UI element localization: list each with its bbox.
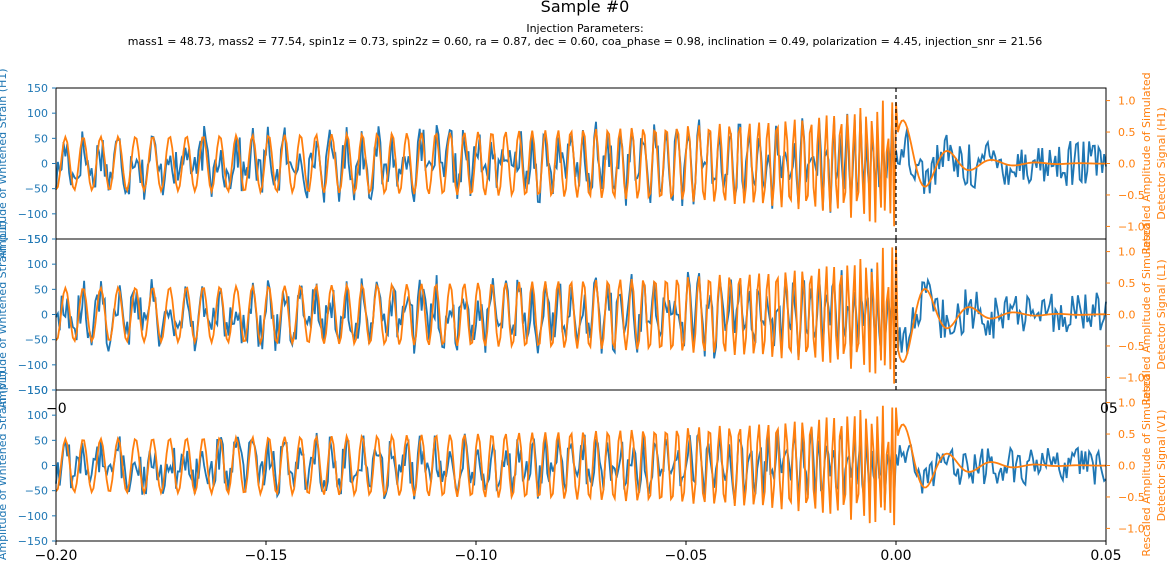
left-tick-label: −150 [18,535,48,548]
left-tick-label: 150 [27,82,48,95]
right-tick-label: −1.0 [1118,220,1145,233]
left-tick-label: −150 [18,233,48,246]
x-tick-label: −0.20 [35,548,78,564]
right-axis-title-line1: Rescaled Amplitude of Simulated [1140,223,1153,405]
left-tick-label: 100 [27,107,48,120]
right-tick-label: 1.0 [1118,95,1136,108]
left-tick-label: −50 [25,485,48,498]
left-tick-label: 0 [41,460,48,473]
left-tick-label: −100 [18,359,48,372]
right-tick-label: 1.0 [1118,397,1136,410]
x-tick-label: −0.05 [665,548,708,564]
right-axis-title-line2: Detector Signal (L1) [1155,259,1168,369]
left-tick-label: 50 [34,434,48,447]
left-axis-title: Amplitude of Whitened Strain (H1) [0,68,9,258]
right-tick-label: 1.0 [1118,246,1136,259]
figure-subtitle-line2: mass1 = 48.73, mass2 = 77.54, spin1z = 0… [128,35,1042,48]
panel-l1: 150 100 50 0 −50 −100 −150 1.0 0.5 0.0 −0.5 −1.0 Amp… [0,221,1168,417]
left-tick-label: 100 [27,409,48,422]
left-axis-title: Amplitude of Whitened Strain (V1) [0,371,9,560]
x-tick-label: 0.05 [1090,548,1121,564]
signal-series-line [55,247,1107,384]
left-tick-label: −100 [18,208,48,221]
signal-series-line [55,405,1107,526]
left-axis-title: Amplitude of Whitened Strain (L1) [0,221,9,409]
left-tick-label: 150 [27,233,48,246]
left-tick-label: 0 [41,158,48,171]
signal-series-line [55,100,1107,227]
right-axis-title-line1: Rescaled Amplitude of Simulated [1140,72,1153,254]
left-tick-label: 50 [34,132,48,145]
left-tick-label: 100 [27,258,48,271]
panel-v1: 150 100 50 0 −50 −100 −150 1.0 0.5 0.0 −0.5 −1.0 Amp… [0,371,1168,564]
right-tick-label: −0.5 [1118,189,1145,202]
right-tick-label: 0.5 [1118,277,1136,290]
right-axis-title-line2: Detector Signal (H1) [1155,107,1168,220]
right-tick-label: −1.0 [1118,371,1145,384]
right-tick-label: 0.5 [1118,126,1136,139]
left-tick-label: 50 [34,283,48,296]
right-tick-label: 0.0 [1118,309,1136,322]
figure-title: Sample #0 [541,0,630,16]
right-tick-label: 0.5 [1118,428,1136,441]
left-tick-label: −100 [18,510,48,523]
strain-series-line [55,268,1107,364]
right-tick-label: −0.5 [1118,491,1145,504]
right-axis-title-line1: Rescaled Amplitude of Simulated [1140,374,1153,556]
panel-h1: 150 100 50 0 −50 −100 −150 1.0 0.5 0.0 −0.5 −1.0 Amp… [0,68,1168,258]
right-axis-title-line2: Detector Signal (V1) [1155,410,1168,522]
left-tick-label: −150 [18,384,48,397]
x-tick-label: −0.15 [245,548,288,564]
right-tick-label: −0.5 [1118,340,1145,353]
left-tick-label: 0 [41,309,48,322]
x-tick-label: −0.10 [455,548,498,564]
left-tick-label: 150 [27,384,48,397]
x-tick-label-partial: 05 [1100,401,1118,417]
right-tick-label: 0.0 [1118,460,1136,473]
right-tick-label: 0.0 [1118,158,1136,171]
figure-subtitle-line1: Injection Parameters: [526,22,643,35]
x-tick-label: 0.00 [880,548,911,564]
left-tick-label: −50 [25,334,48,347]
right-tick-label: −1.0 [1118,522,1145,535]
left-tick-label: −50 [25,183,48,196]
